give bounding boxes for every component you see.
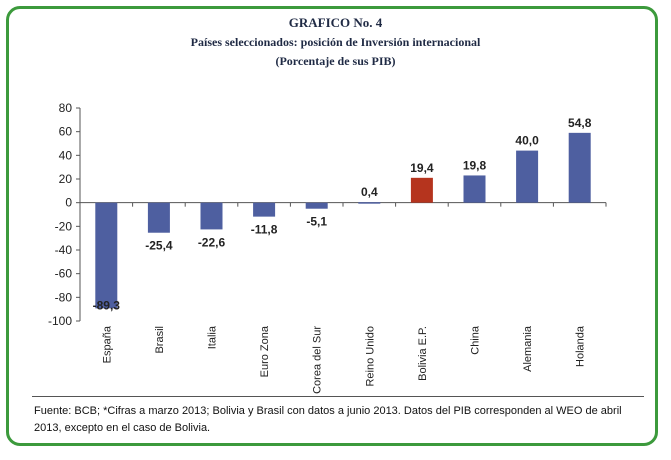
- data-label-9: 54,8: [568, 116, 592, 130]
- y-tick-label: 40: [59, 148, 73, 162]
- source-note: Fuente: BCB; *Cifras a marzo 2013; Boliv…: [34, 405, 622, 434]
- bar-6: [410, 177, 433, 203]
- y-tick-label: 80: [59, 101, 73, 115]
- y-tick-label: -20: [55, 219, 73, 233]
- y-tick-label: 0: [65, 196, 72, 210]
- chart-subtitle: Países seleccionados: posición de Invers…: [190, 35, 481, 49]
- data-label-8: 40,0: [515, 134, 539, 148]
- data-label-4: -5,1: [306, 215, 327, 229]
- category-label-6: Bolivia E.P.: [417, 326, 429, 381]
- bar-8: [516, 150, 539, 203]
- category-label-4: Corea del Sur: [312, 326, 324, 394]
- category-label-0: España: [101, 325, 113, 363]
- bar-7: [463, 175, 486, 203]
- y-tick-label: -80: [55, 290, 73, 304]
- data-label-0: -89,3: [93, 298, 121, 312]
- data-label-5: 0,4: [361, 185, 378, 199]
- y-tick-label: 60: [59, 125, 73, 139]
- category-label-8: Alemania: [522, 325, 534, 372]
- data-label-6: 19,4: [410, 161, 434, 175]
- category-label-5: Reino Unido: [364, 326, 376, 387]
- bar-5: [358, 202, 381, 204]
- bar-1: [147, 202, 170, 233]
- category-label-2: Italia: [207, 325, 219, 349]
- bar-9: [568, 132, 591, 203]
- y-tick-label: 20: [59, 172, 73, 186]
- bar-4: [305, 202, 328, 209]
- footer-divider: [32, 396, 644, 397]
- data-label-1: -25,4: [145, 239, 173, 253]
- bar-2: [200, 202, 223, 230]
- category-label-3: Euro Zona: [259, 325, 271, 377]
- category-label-9: Holanda: [575, 325, 587, 367]
- y-tick-label: -40: [55, 243, 73, 257]
- category-label-1: Brasil: [154, 326, 166, 354]
- bar-chart: 80 60 40 20 0 -20 -40 -60 -80 -100 -89,3 España -25,…: [48, 101, 607, 394]
- chart-title: GRAFICO No. 4: [288, 15, 383, 30]
- bar-0: [95, 202, 118, 309]
- data-label-3: -11,8: [251, 223, 278, 237]
- data-label-2: -22,6: [198, 235, 226, 249]
- bar-3: [253, 202, 276, 217]
- chart-subtitle-units: (Porcentaje de sus PIB): [275, 54, 396, 68]
- y-tick-label: -60: [55, 267, 73, 281]
- data-label-7: 19,8: [463, 158, 487, 172]
- y-tick-label: -100: [48, 314, 72, 328]
- category-label-7: China: [470, 325, 482, 355]
